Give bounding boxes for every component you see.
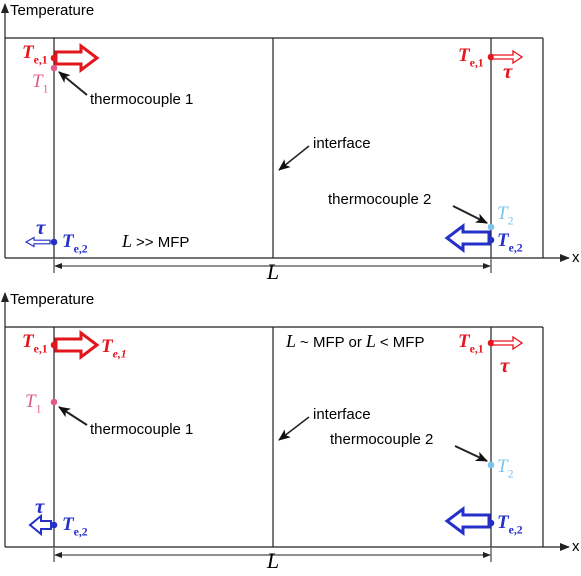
te1-right-main: T (458, 331, 471, 352)
te2-left-main: T (62, 514, 75, 535)
te2-left-sub: e,2 (74, 525, 88, 538)
t1: T1 (32, 71, 49, 95)
heat-arrow (54, 330, 100, 360)
interface-label: interface (313, 135, 371, 152)
te1-left-sub: e,1 (34, 342, 48, 355)
axis-label: Temperature (10, 2, 94, 19)
te1-left-main: T (22, 42, 35, 63)
interface-label: interface (313, 406, 371, 423)
t1-main: T (32, 71, 44, 92)
te2-right: Te,2 (497, 512, 523, 536)
thermocouple-1-label: thermocouple 1 (90, 91, 193, 108)
thermocouple-dot (50, 64, 58, 72)
thermocouple-dot (50, 521, 58, 529)
heat-arrow (444, 223, 491, 253)
length-label: L (266, 259, 279, 284)
te1-right: Te,1 (458, 331, 484, 355)
condition-part: < MFP (380, 334, 425, 351)
leader (454, 445, 488, 462)
leader (278, 416, 310, 441)
t1-sub: 1 (36, 402, 42, 415)
t2-main: T (497, 456, 509, 477)
tau-left: τ (36, 215, 46, 239)
te2-right-sub: e,2 (509, 523, 523, 536)
thermocouple-dot (487, 519, 495, 527)
condition-part: L (365, 331, 376, 351)
condition-part: >> MFP (136, 234, 189, 251)
condition-part: L (121, 231, 132, 251)
thermocouple-2-label: thermocouple 2 (330, 431, 433, 448)
te1-right-main: T (458, 45, 471, 66)
flux-arrow (492, 335, 524, 351)
te2-right-main: T (497, 512, 510, 533)
te2-left-sub: e,2 (74, 242, 88, 255)
axis-label: x (572, 249, 580, 266)
t1-main: T (25, 391, 37, 412)
heat-arrow (444, 506, 491, 536)
thermocouple-2-label: thermocouple 2 (328, 191, 431, 208)
t2-main: T (497, 203, 509, 224)
thermocouple-dot (50, 238, 58, 246)
te1-right-sub: e,1 (470, 56, 484, 69)
leader (452, 205, 488, 224)
heat-arrow (54, 43, 100, 73)
condition: L ~ MFP or L < MFP (285, 331, 424, 351)
t1-sub: 1 (43, 82, 49, 95)
thermocouple-dot (50, 398, 58, 406)
te1-right-sub: e,1 (470, 342, 484, 355)
te1-left-out: Te,1 (101, 336, 127, 360)
t1: T1 (25, 391, 42, 415)
te2-left-main: T (62, 231, 75, 252)
leader (58, 406, 88, 426)
length-label: L (266, 548, 279, 573)
condition-part: L (285, 331, 296, 351)
thermocouple-dot (487, 461, 495, 469)
flux-arrow (492, 49, 524, 65)
te2-right: Te,2 (497, 230, 523, 254)
thermocouple-dot (50, 341, 58, 349)
condition: L >> MFP (121, 231, 189, 251)
condition-part: ~ MFP or (300, 334, 362, 351)
te1-left-out-main: T (101, 336, 114, 357)
thermocouple-dot (50, 54, 58, 62)
leader (278, 145, 310, 171)
te2-left: Te,2 (62, 231, 88, 255)
te2-left: Te,2 (62, 514, 88, 538)
axis-label: Temperature (10, 291, 94, 308)
tau-left: τ (35, 494, 45, 518)
te1-left: Te,1 (22, 331, 48, 355)
te1-left-out-sub: e,1 (113, 347, 127, 360)
te1-left-sub: e,1 (34, 53, 48, 66)
thermocouple-dot (487, 223, 495, 231)
flux-arrow (24, 236, 51, 248)
tau-right: τ (500, 353, 510, 377)
thermocouple-dot (487, 236, 495, 244)
thermocouple-1-label: thermocouple 1 (90, 421, 193, 438)
flux-arrow (28, 513, 52, 537)
t2: T2 (497, 203, 514, 227)
axis-label: x (572, 538, 580, 555)
te1-left-main: T (22, 331, 35, 352)
te1-left: Te,1 (22, 42, 48, 66)
te2-right-sub: e,2 (509, 241, 523, 254)
te2-right-main: T (497, 230, 510, 251)
t2-sub: 2 (508, 214, 514, 227)
te1-right: Te,1 (458, 45, 484, 69)
tau-right: τ (503, 59, 513, 83)
t2-sub: 2 (508, 467, 514, 480)
t2: T2 (497, 456, 514, 480)
leader (58, 71, 88, 96)
